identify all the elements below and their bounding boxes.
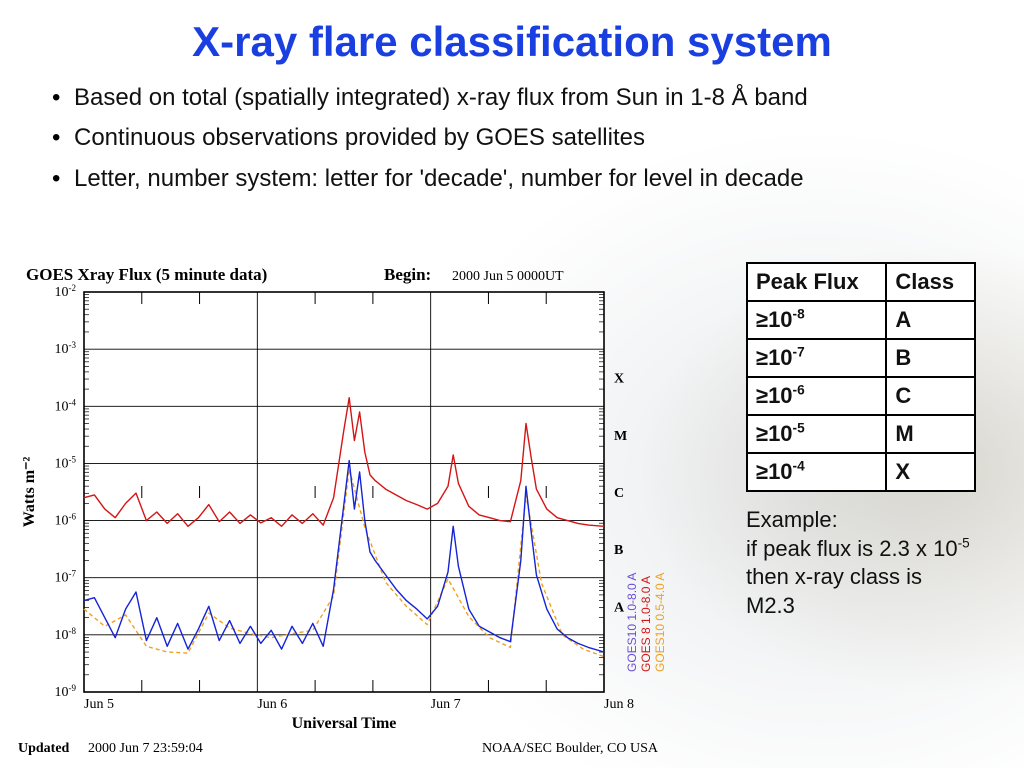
svg-text:Updated: Updated — [18, 741, 70, 756]
table-row: ≥10-8A — [747, 301, 975, 339]
table-row: ≥10-6C — [747, 377, 975, 415]
svg-text:10-6: 10-6 — [55, 512, 77, 529]
example-text: Example: if peak flux is 2.3 x 10-5 then… — [746, 506, 976, 620]
bullet-item: Continuous observations provided by GOES… — [52, 122, 1024, 154]
svg-text:10-9: 10-9 — [55, 683, 77, 700]
svg-text:10-4: 10-4 — [55, 397, 77, 414]
svg-text:2000 Jun 5 0000UT: 2000 Jun 5 0000UT — [452, 269, 564, 284]
svg-text:Jun 7: Jun 7 — [431, 697, 461, 712]
table-row: ≥10-5M — [747, 415, 975, 453]
svg-text:2000 Jun 7 23:59:04: 2000 Jun 7 23:59:04 — [88, 741, 203, 756]
svg-text:NOAA/SEC Boulder, CO USA: NOAA/SEC Boulder, CO USA — [482, 741, 659, 756]
svg-text:10-3: 10-3 — [55, 340, 77, 357]
table-row: ≥10-7B — [747, 339, 975, 377]
svg-text:10-7: 10-7 — [55, 569, 77, 586]
svg-text:Watts m⁻²: Watts m⁻² — [21, 457, 38, 528]
col-peak-flux: Peak Flux — [747, 263, 886, 301]
svg-text:GOES Xray Flux (5 minute data): GOES Xray Flux (5 minute data) — [26, 265, 267, 284]
svg-text:GOES 8 1.0-8.0 A: GOES 8 1.0-8.0 A — [639, 576, 653, 672]
col-class: Class — [886, 263, 975, 301]
svg-text:X: X — [614, 372, 624, 387]
goes-chart: GOES Xray Flux (5 minute data) Begin: 2000… — [14, 262, 664, 760]
bullet-item: Letter, number system: letter for 'decad… — [52, 163, 1024, 195]
svg-text:B: B — [614, 543, 623, 558]
bullets-list: Based on total (spatially integrated) x-… — [52, 82, 1024, 195]
svg-text:Begin:: Begin: — [384, 265, 431, 284]
svg-text:M: M — [614, 429, 627, 444]
svg-text:Jun 5: Jun 5 — [84, 697, 114, 712]
svg-text:GOES10 1.0-8.0 A: GOES10 1.0-8.0 A — [625, 573, 639, 672]
svg-text:Universal Time: Universal Time — [292, 715, 397, 732]
table-row: ≥10-4X — [747, 453, 975, 491]
svg-text:A: A — [614, 600, 625, 615]
svg-text:10-5: 10-5 — [55, 454, 77, 471]
page-title: X-ray flare classification system — [0, 0, 1024, 74]
classification-table: Peak Flux Class ≥10-8A ≥10-7B ≥10-6C ≥10… — [746, 262, 976, 492]
svg-text:10-8: 10-8 — [55, 626, 77, 643]
svg-text:GOES10 0.5-4.0 A: GOES10 0.5-4.0 A — [653, 573, 664, 672]
svg-text:C: C — [614, 486, 624, 501]
svg-text:10-2: 10-2 — [55, 283, 77, 300]
bullet-item: Based on total (spatially integrated) x-… — [52, 82, 1024, 114]
svg-text:Jun 8: Jun 8 — [604, 697, 634, 712]
svg-text:Jun 6: Jun 6 — [257, 697, 287, 712]
